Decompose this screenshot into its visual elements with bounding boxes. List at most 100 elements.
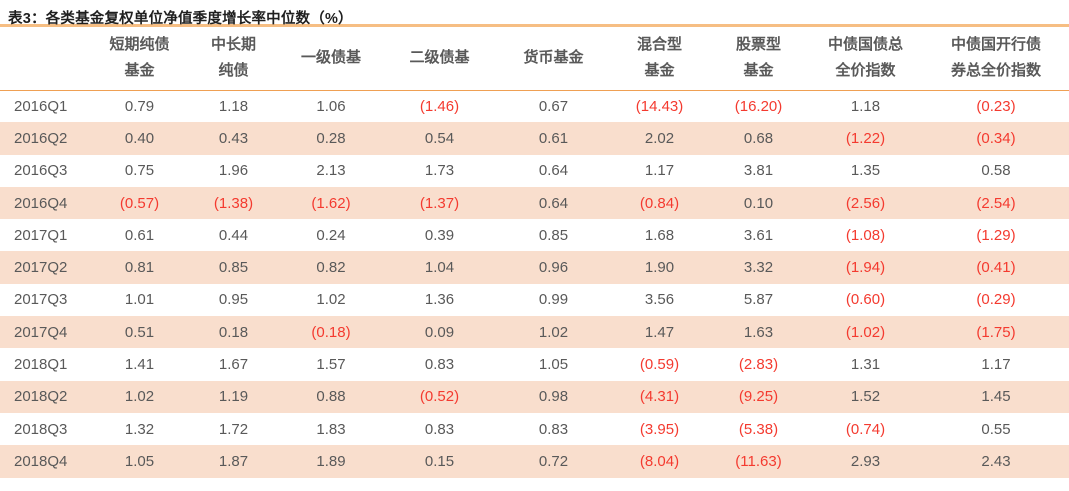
row-label: 2017Q3 (14, 291, 68, 309)
cell-value: (1.75) (976, 323, 1016, 341)
row-label: 2017Q4 (14, 323, 68, 341)
cell-value: 1.17 (981, 356, 1011, 374)
table-body: 2016Q1 0.79 1.18 1.06 (1.46) 0.67 (14.43) (16.2… (0, 90, 1069, 478)
cell-value: 0.51 (124, 323, 155, 341)
cell-value: 0.61 (124, 226, 155, 244)
row-label: 2018Q3 (14, 420, 68, 438)
cell-value: 3.61 (743, 226, 774, 244)
cell-value: (0.23) (976, 97, 1016, 115)
cell-value: (4.31) (639, 388, 680, 406)
cell-value: 0.85 (538, 226, 569, 244)
cell-value: 1.35 (850, 162, 881, 180)
cell-value: 1.05 (538, 356, 569, 374)
cell-value: 5.87 (743, 291, 774, 309)
cell-value: (0.74) (845, 420, 886, 438)
table-row-2017Q4: 2017Q4 0.51 0.18 (0.18) 0.09 1.02 1.47 1.63 (1.0… (0, 316, 1069, 349)
row-label: 2016Q1 (14, 97, 68, 115)
cell-value: (0.59) (639, 356, 680, 374)
cell-value: 0.54 (424, 129, 455, 147)
cell-value: (1.29) (976, 226, 1016, 244)
cell-value: 1.63 (743, 323, 774, 341)
cell-value: 0.82 (316, 259, 346, 277)
row-label-header (0, 27, 92, 91)
cell-value: (8.04) (639, 452, 680, 470)
cell-value: 2.13 (316, 162, 346, 180)
cell-value: 0.99 (538, 291, 569, 309)
row-label: 2016Q2 (14, 129, 68, 147)
cell-value: 0.24 (316, 226, 346, 244)
cell-value: 1.87 (218, 452, 249, 470)
cell-value: 0.96 (538, 259, 569, 277)
cell-value: 1.06 (316, 97, 346, 115)
cell-value: (1.94) (845, 259, 886, 277)
cell-value: 0.61 (538, 129, 569, 147)
table-row-2016Q1: 2016Q1 0.79 1.18 1.06 (1.46) 0.67 (14.43) (16.2… (0, 90, 1069, 122)
column-header-6: 混合型 基金 (610, 27, 709, 91)
cell-value: 1.90 (644, 259, 675, 277)
cell-value: 1.17 (644, 162, 675, 180)
cell-value: 0.40 (124, 129, 155, 147)
column-header-2: 中长期 纯债 (187, 27, 280, 91)
column-header-5: 货币基金 (497, 27, 610, 91)
cell-value: 0.39 (424, 226, 455, 244)
table-row-2017Q2: 2017Q2 0.81 0.85 0.82 1.04 0.96 1.90 3.32 (1.94)… (0, 251, 1069, 284)
cell-value: 1.02 (124, 388, 155, 406)
cell-value: (3.95) (639, 420, 680, 438)
cell-value: 1.41 (124, 356, 155, 374)
cell-value: 0.15 (424, 452, 455, 470)
table-row-2018Q4: 2018Q4 1.05 1.87 1.89 0.15 0.72 (8.04) (11.63) 2… (0, 445, 1069, 478)
column-header-1: 短期纯债 基金 (92, 27, 187, 91)
cell-value: 0.18 (218, 323, 249, 341)
cell-value: 1.67 (218, 356, 249, 374)
cell-value: (0.34) (976, 129, 1016, 147)
cell-value: (0.41) (976, 259, 1016, 277)
cell-value: 1.36 (424, 291, 455, 309)
cell-value: (1.46) (419, 97, 460, 115)
cell-value: (14.43) (635, 97, 684, 115)
cell-value: 1.45 (981, 388, 1011, 406)
cell-value: 0.95 (218, 291, 249, 309)
cell-value: (2.54) (976, 194, 1016, 212)
cell-value: 0.85 (218, 259, 249, 277)
cell-value: 1.73 (424, 162, 455, 180)
header-row: 短期纯债 基金 中长期 纯债 一级债基 二级债基 货币基金 混合型 基金 股票型 基金 中债国债总 全价… (0, 27, 1069, 91)
cell-value: 1.18 (218, 97, 249, 115)
row-label: 2018Q1 (14, 356, 68, 374)
cell-value: 1.02 (538, 323, 569, 341)
cell-value: 1.68 (644, 226, 675, 244)
cell-value: (0.29) (976, 291, 1016, 309)
table-row-2016Q4: 2016Q4 (0.57) (1.38) (1.62) (1.37) 0.64 (0.84)… (0, 186, 1069, 220)
cell-value: 0.72 (538, 452, 569, 470)
cell-value: 1.19 (218, 388, 249, 406)
cell-value: 0.10 (743, 194, 774, 212)
cell-value: 0.75 (124, 162, 155, 180)
cell-value: 0.83 (424, 420, 455, 438)
cell-value: (0.60) (845, 291, 886, 309)
cell-value: 2.02 (644, 129, 675, 147)
cell-value: (9.25) (738, 388, 779, 406)
cell-value: 0.98 (538, 388, 569, 406)
cell-value: (1.37) (419, 194, 460, 212)
column-header-4: 二级债基 (382, 27, 497, 91)
table-title: 表3：各类基金复权单位净值季度增长率中位数（%） (0, 0, 1069, 27)
row-label: 2018Q4 (14, 452, 68, 470)
cell-value: 3.32 (743, 259, 774, 277)
cell-value: 1.01 (124, 291, 155, 309)
cell-value: (11.63) (735, 452, 782, 470)
table-row-2018Q2: 2018Q2 1.02 1.19 0.88 (0.52) 0.98 (4.31) (9.25)… (0, 380, 1069, 413)
cell-value: (0.57) (119, 194, 160, 212)
table-row-2017Q3: 2017Q3 1.01 0.95 1.02 1.36 0.99 3.56 5.87 (0.60)… (0, 284, 1069, 316)
table-row-2016Q2: 2016Q2 0.40 0.43 0.28 0.54 0.61 2.02 0.68 (1.22)… (0, 122, 1069, 155)
cell-value: 0.79 (124, 97, 155, 115)
cell-value: 1.89 (316, 452, 346, 470)
table-row-2018Q3: 2018Q3 1.32 1.72 1.83 0.83 0.83 (3.95) (5.38) (0… (0, 413, 1069, 445)
cell-value: 0.88 (316, 388, 346, 406)
cell-value: 0.43 (218, 129, 249, 147)
cell-value: 1.57 (316, 356, 346, 374)
cell-value: 0.83 (424, 356, 455, 374)
cell-value: 0.67 (538, 97, 569, 115)
cell-value: 0.83 (538, 420, 569, 438)
cell-value: 0.64 (538, 194, 569, 212)
cell-value: 0.44 (218, 226, 249, 244)
